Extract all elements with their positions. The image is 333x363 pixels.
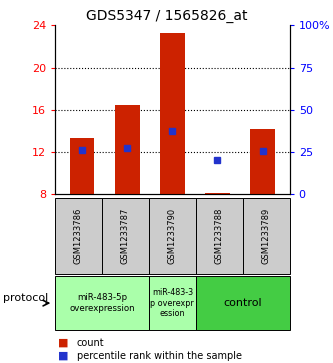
Text: percentile rank within the sample: percentile rank within the sample <box>77 351 241 361</box>
Text: ■: ■ <box>58 351 69 361</box>
Text: count: count <box>77 338 104 348</box>
Text: control: control <box>223 298 262 308</box>
Text: GSM1233789: GSM1233789 <box>262 208 271 264</box>
Text: ■: ■ <box>58 338 69 348</box>
Text: GSM1233790: GSM1233790 <box>168 208 177 264</box>
Bar <box>205 193 230 194</box>
Text: GSM1233786: GSM1233786 <box>74 208 83 264</box>
Bar <box>160 33 185 194</box>
Text: GSM1233788: GSM1233788 <box>215 208 224 264</box>
Bar <box>250 129 275 194</box>
Bar <box>70 138 95 194</box>
Bar <box>115 105 140 194</box>
Text: miR-483-5p
overexpression: miR-483-5p overexpression <box>69 293 135 313</box>
Text: miR-483-3
p overexpr
ession: miR-483-3 p overexpr ession <box>151 288 194 318</box>
Text: protocol: protocol <box>3 293 49 303</box>
Text: GDS5347 / 1565826_at: GDS5347 / 1565826_at <box>86 9 247 23</box>
Text: GSM1233787: GSM1233787 <box>121 208 130 264</box>
